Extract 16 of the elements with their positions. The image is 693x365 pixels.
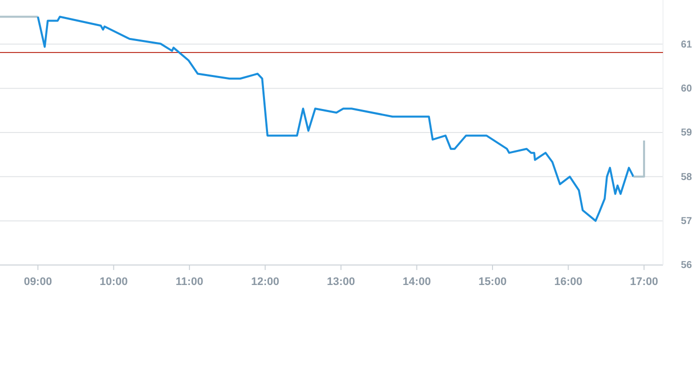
y-tick-label: 59 xyxy=(680,128,692,139)
line-series xyxy=(36,16,634,222)
x-tick-label: 14:00 xyxy=(402,276,431,288)
y-tick-label: 56 xyxy=(680,260,692,272)
y-tick-label: 57 xyxy=(680,216,692,228)
x-tick-label: 09:00 xyxy=(24,276,52,288)
x-tick-label: 11:00 xyxy=(176,276,204,288)
x-tick-label: 13:00 xyxy=(326,276,356,288)
x-tick-label: 17:00 xyxy=(630,276,658,288)
x-tick-label: 12:00 xyxy=(251,276,280,288)
y-tick-label: 58 xyxy=(680,172,692,183)
y-tick-label: 60 xyxy=(680,84,692,95)
x-tick-label: 10:00 xyxy=(100,276,128,288)
x-tick-label: 15:00 xyxy=(478,276,507,288)
y-tick-label: 61 xyxy=(680,39,692,50)
x-tick-label: 16:00 xyxy=(554,276,582,288)
